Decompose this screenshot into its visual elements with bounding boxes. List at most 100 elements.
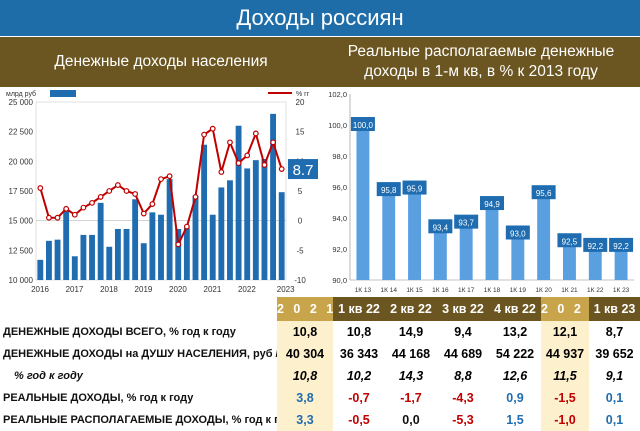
income-bar — [89, 234, 95, 280]
income-bar — [80, 234, 87, 280]
income-bar — [123, 228, 130, 280]
table-row: РЕАЛЬНЫЕ ДОХОДЫ, % год к году 3,8 -0,7 -1,7… — [0, 387, 640, 409]
right-panel-title: Реальные располагаемые денежные доходы в… — [322, 37, 640, 87]
income-table: 2 0 2 1 1 кв 22 2 кв 22 3 кв 22 4 кв 22 … — [0, 297, 640, 431]
real-income-bar — [614, 245, 628, 280]
table-cell: 3,8 — [277, 387, 333, 409]
income-bar — [54, 239, 61, 280]
income-bar — [140, 243, 147, 280]
data-label: 95,6 — [536, 189, 552, 198]
data-label: 92,5 — [562, 237, 578, 246]
x-tick-label: 1К 21 — [561, 287, 578, 294]
table-cell: 10,2 — [346, 369, 372, 383]
table-cell: 13,2 — [502, 325, 528, 339]
data-label: 100,0 — [353, 121, 374, 130]
table-cell: 11,5 — [541, 365, 589, 387]
data-label: 95,8 — [381, 186, 397, 195]
table-cell: 0,1 — [605, 413, 624, 427]
table-header-cell: 2 0 2 1 — [277, 297, 333, 321]
table-cell: 9,4 — [454, 325, 472, 339]
y-left-tick-label: 12 500 — [9, 246, 34, 255]
income-bar — [270, 113, 276, 280]
table-cell: 10,8 — [277, 365, 333, 387]
real-income-bar — [433, 227, 447, 280]
real-income-chart: 90,0 92,0 94,0 96,0 98,0 100,0 102,0 100,0 1К 13… — [324, 88, 640, 296]
data-label: 92,2 — [587, 242, 603, 251]
table-cell: -1,7 — [400, 391, 422, 405]
growth-point — [114, 182, 121, 188]
growth-point — [97, 194, 104, 200]
growth-point — [175, 241, 182, 248]
data-label: 92,2 — [613, 242, 629, 251]
growth-point — [37, 185, 44, 191]
row-label: % год к году — [14, 370, 83, 382]
table-cell: 10,8 — [346, 325, 372, 339]
income-bar — [37, 259, 44, 280]
table-cell: 8,8 — [454, 369, 472, 383]
table-row: ДЕНЕЖНЫЕ ДОХОДЫ ВСЕГО, % год к году 10,8 1… — [0, 321, 640, 343]
y-right-tick-label: 5 — [298, 187, 303, 196]
table-cell: 3,3 — [277, 409, 333, 431]
table-cell: 44 689 — [443, 347, 483, 361]
page-title: Доходы россиян — [0, 0, 640, 36]
row-label: ДЕНЕЖНЫЕ ДОХОДЫ на ДУШУ НАСЕЛЕНИЯ, руб /… — [3, 348, 277, 360]
x-tick-label: 2021 — [204, 285, 222, 294]
y-left-tick-label: 10 000 — [9, 276, 34, 285]
table-header-cell: 1 кв 22 — [333, 297, 385, 321]
income-bar — [46, 240, 52, 280]
y-right-tick-label: 0 — [298, 217, 303, 226]
real-income-bar — [588, 245, 602, 280]
table-cell: -1,5 — [541, 387, 589, 409]
real-income-bar — [563, 241, 576, 280]
data-label-box — [454, 214, 479, 229]
table-cell: 0,9 — [506, 391, 524, 405]
table-cell: 44 168 — [391, 347, 431, 361]
real-income-bar — [485, 204, 499, 280]
table-header-cell: 1 кв 23 — [589, 297, 640, 321]
x-tick-label: 1К 13 — [355, 287, 372, 294]
growth-point — [261, 161, 268, 168]
table-row: РЕАЛЬНЫЕ РАСПОЛАГАЕМЫЕ ДОХОДЫ, % год к г… — [0, 409, 640, 431]
growth-point — [252, 130, 259, 137]
real-income-bar — [408, 188, 421, 280]
x-tick-label: 1К 18 — [484, 287, 501, 294]
income-bar — [278, 192, 285, 280]
income-bar — [114, 228, 121, 280]
growth-point — [166, 173, 173, 180]
data-label: 93,4 — [433, 223, 449, 232]
data-label-box — [376, 182, 401, 197]
growth-point — [227, 139, 233, 146]
data-label-box — [609, 237, 634, 252]
growth-point — [149, 201, 156, 207]
data-label: 95,9 — [407, 185, 423, 194]
growth-point — [218, 169, 225, 175]
legend-swatch-bars — [50, 90, 76, 97]
legend-label-bars: млрд руб — [6, 90, 36, 98]
table-cell: 1,5 — [506, 413, 524, 427]
x-tick-label: 1К 19 — [510, 287, 527, 294]
real-income-bar — [459, 222, 473, 280]
y-left-tick-label: 25 000 — [9, 98, 34, 107]
income-bar — [132, 199, 139, 280]
x-tick-label: 2016 — [31, 285, 49, 294]
income-chart: 10 000 12 500 15 000 17 500 20 000 22 500 25 0… — [0, 88, 322, 296]
income-bar — [227, 180, 233, 280]
y-right-tick-label: -10 — [294, 276, 306, 285]
growth-point — [235, 160, 242, 167]
table-cell: -4,3 — [452, 391, 474, 405]
data-label-box — [531, 185, 556, 200]
growth-point — [46, 214, 52, 221]
table-cell: -0,5 — [348, 413, 370, 427]
income-bar — [175, 228, 182, 280]
table-cell: 0,0 — [402, 413, 420, 427]
data-label-box — [350, 117, 375, 131]
income-bar — [261, 158, 268, 280]
x-tick-label: 1К 20 — [535, 287, 552, 294]
growth-point — [54, 214, 61, 221]
table-cell: 12,6 — [502, 369, 528, 383]
x-tick-label: 2019 — [135, 285, 153, 294]
y-left-tick-label: 15 000 — [9, 217, 34, 226]
x-tick-label: 1К 22 — [587, 287, 604, 294]
table-row: % год к году 10,8 10,2 14,3 8,8 12,6 11,5 9,1 — [0, 365, 640, 387]
